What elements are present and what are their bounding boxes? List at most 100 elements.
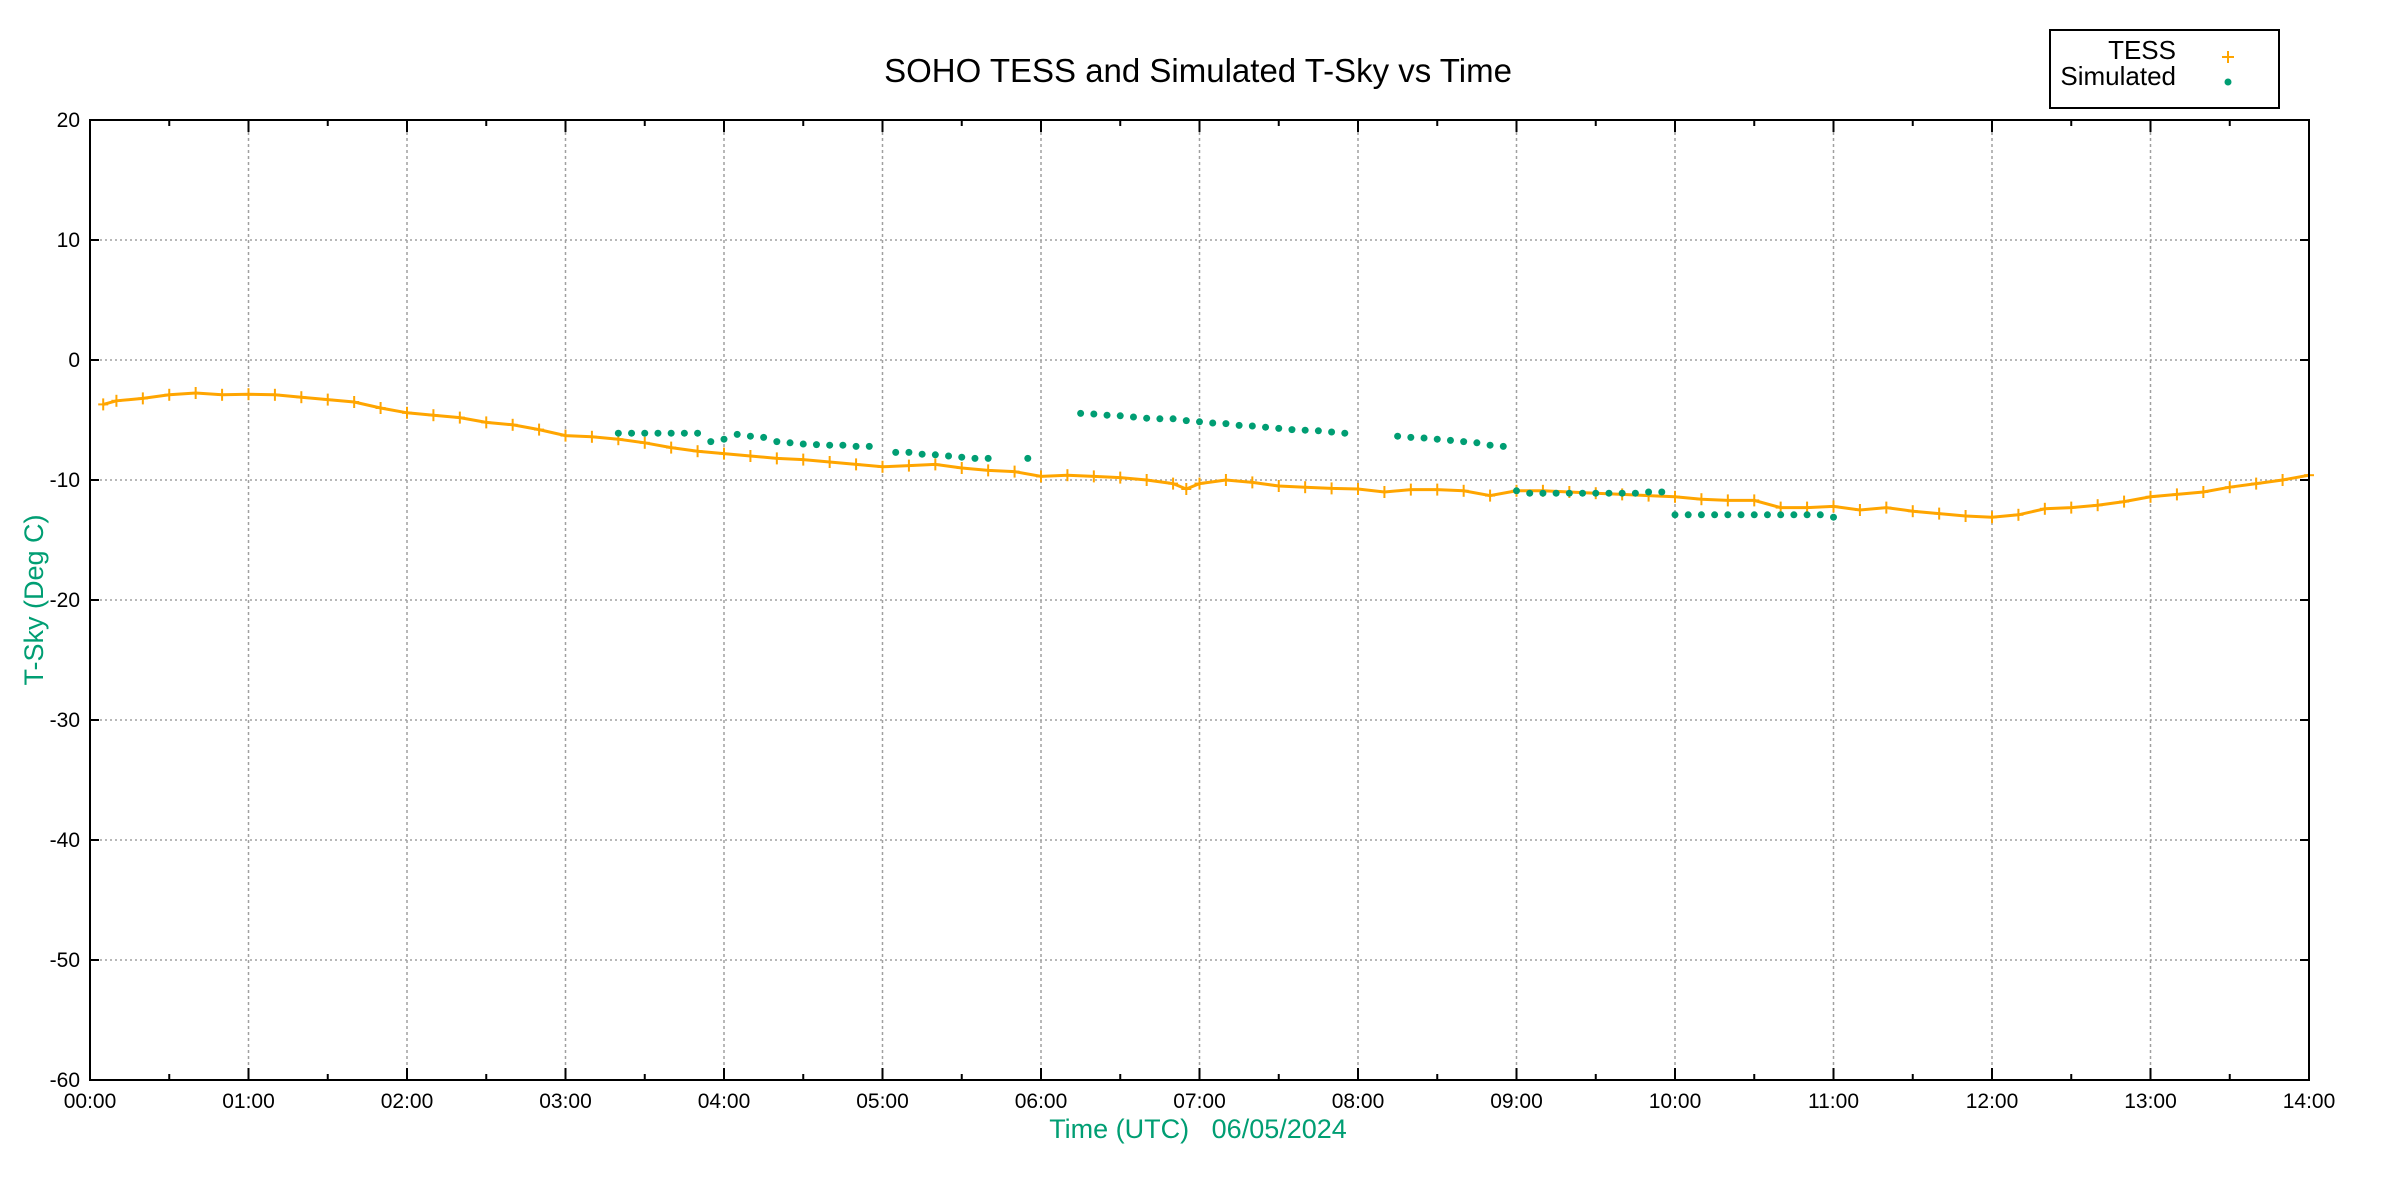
simulated-point bbox=[1433, 435, 1441, 443]
tess-point bbox=[2145, 490, 2156, 503]
simulated-point bbox=[720, 435, 728, 443]
x-tick-label: 02:00 bbox=[381, 1090, 434, 1113]
tess-point bbox=[560, 429, 571, 442]
tess-point bbox=[877, 460, 888, 473]
tess-point bbox=[322, 393, 333, 406]
tess-point bbox=[164, 388, 175, 401]
simulated-point bbox=[1182, 417, 1190, 425]
tess-point bbox=[296, 391, 307, 404]
y-tick-label: -20 bbox=[50, 589, 80, 612]
simulated-point bbox=[1209, 419, 1217, 427]
simulated-point bbox=[680, 429, 688, 437]
simulated-point bbox=[1697, 511, 1705, 519]
simulated-point bbox=[733, 430, 741, 438]
tess-point bbox=[1379, 486, 1390, 498]
simulated-point bbox=[1513, 487, 1520, 495]
tess-point bbox=[639, 436, 650, 449]
x-tick-label: 04:00 bbox=[698, 1090, 751, 1113]
simulated-point bbox=[773, 438, 781, 446]
tess-point bbox=[2013, 508, 2024, 521]
legend: TESS Simulated bbox=[2049, 29, 2280, 109]
simulated-point bbox=[1407, 433, 1415, 441]
simulated-point bbox=[1341, 429, 1349, 437]
tess-point bbox=[402, 406, 412, 419]
tess-point bbox=[2039, 502, 2050, 515]
simulated-point bbox=[1645, 488, 1653, 496]
y-tick-label: 20 bbox=[57, 109, 80, 132]
tess-point bbox=[1088, 470, 1099, 483]
tess-point bbox=[428, 409, 439, 422]
simulated-point bbox=[1750, 511, 1758, 519]
simulated-point bbox=[918, 450, 926, 458]
x-tick-label: 01:00 bbox=[222, 1090, 275, 1113]
simulated-point bbox=[865, 442, 873, 450]
simulated-point bbox=[1830, 513, 1837, 521]
tess-point bbox=[2119, 495, 2130, 508]
simulated-point bbox=[641, 429, 649, 437]
tess-point bbox=[1987, 511, 1997, 524]
y-tick-label: -60 bbox=[50, 1069, 80, 1092]
tess-point bbox=[2198, 486, 2209, 498]
tess-point bbox=[1934, 507, 1945, 520]
tess-point bbox=[2224, 481, 2235, 494]
simulated-point bbox=[1103, 411, 1111, 419]
simulated-point bbox=[852, 442, 860, 450]
simulated-point bbox=[1777, 511, 1785, 519]
simulated-point bbox=[799, 440, 807, 448]
simulated-point bbox=[1565, 489, 1573, 497]
tess-point bbox=[349, 396, 360, 408]
tess-point bbox=[534, 423, 545, 436]
simulated-point bbox=[1222, 420, 1230, 428]
tess-point bbox=[137, 392, 148, 405]
simulated-point bbox=[1790, 511, 1798, 519]
y-tick-label: 10 bbox=[57, 229, 80, 252]
x-tick-label: 13:00 bbox=[2124, 1090, 2177, 1113]
simulated-point bbox=[1129, 413, 1137, 421]
tess-point bbox=[1036, 470, 1046, 483]
simulated-point bbox=[1737, 511, 1745, 519]
tess-point bbox=[1273, 480, 1284, 492]
simulated-point bbox=[931, 451, 939, 459]
tess-point bbox=[1485, 489, 1496, 502]
simulated-point bbox=[1116, 412, 1124, 420]
simulated-point bbox=[1420, 434, 1428, 442]
tess-point bbox=[1907, 505, 1918, 518]
simulated-point bbox=[1803, 511, 1811, 519]
tess-point bbox=[745, 450, 756, 462]
tess-point bbox=[454, 411, 465, 424]
simulated-point bbox=[1671, 511, 1679, 519]
simulated-point bbox=[654, 429, 662, 437]
simulated-point bbox=[1314, 427, 1322, 435]
simulated-point bbox=[1288, 426, 1296, 434]
simulated-point bbox=[760, 433, 768, 441]
tess-point bbox=[1828, 500, 1839, 513]
simulated-point bbox=[1684, 511, 1692, 519]
simulated-point bbox=[1486, 441, 1494, 449]
x-tick-label: 03:00 bbox=[539, 1090, 592, 1113]
simulated-point bbox=[1658, 488, 1666, 496]
tess-point bbox=[1854, 504, 1865, 516]
simulated-point bbox=[694, 429, 702, 437]
tess-point bbox=[771, 452, 782, 465]
tess-point bbox=[719, 447, 729, 460]
tess-point bbox=[1009, 465, 1020, 478]
legend-mark-simulated bbox=[2224, 78, 2232, 86]
simulated-point bbox=[984, 454, 992, 462]
tess-point bbox=[1168, 477, 1179, 490]
simulated-point bbox=[667, 429, 675, 437]
tess-point bbox=[2066, 501, 2077, 514]
tess-point bbox=[956, 462, 967, 474]
plot-frame bbox=[89, 119, 2310, 1081]
tess-point bbox=[217, 388, 228, 401]
y-tick-label: -50 bbox=[50, 949, 80, 972]
x-axis-label: Time (UTC) 06/05/2024 bbox=[1049, 1114, 1347, 1144]
tess-point bbox=[2092, 499, 2103, 512]
simulated-point bbox=[1235, 421, 1243, 429]
simulated-point bbox=[1446, 436, 1454, 444]
simulated-point bbox=[1262, 423, 1270, 431]
simulated-point bbox=[1196, 418, 1203, 426]
tess-point bbox=[190, 387, 201, 399]
simulated-point bbox=[958, 453, 966, 461]
y-tick-label: -30 bbox=[50, 709, 80, 732]
tess-point bbox=[1696, 493, 1707, 506]
